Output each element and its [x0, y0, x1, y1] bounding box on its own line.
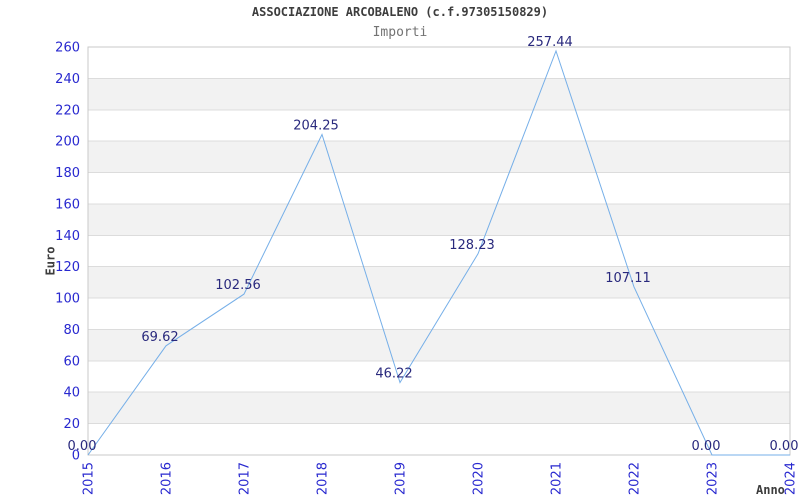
x-tick-label: 2022: [628, 462, 643, 495]
plot-band: [88, 141, 790, 173]
y-axis-title: Euro: [43, 246, 58, 276]
point-label: 102.56: [215, 278, 261, 293]
point-label: 107.11: [605, 271, 651, 286]
point-label: 128.23: [449, 238, 495, 253]
x-tick-label: 2017: [238, 462, 253, 495]
x-axis-title: Anno: [756, 483, 785, 497]
y-tick-label: 220: [55, 103, 80, 118]
plot-band: [88, 392, 790, 424]
point-label: 0.00: [770, 439, 799, 454]
point-label: 204.25: [293, 118, 339, 133]
y-tick-label: 240: [55, 72, 80, 87]
y-tick-label: 260: [55, 41, 80, 56]
point-label: 0.00: [692, 439, 721, 454]
point-label: 257.44: [527, 35, 573, 50]
x-tick-label: 2019: [394, 462, 409, 495]
x-tick-label: 2020: [472, 462, 487, 495]
y-tick-label: 160: [55, 197, 80, 212]
y-tick-label: 60: [63, 354, 80, 369]
y-tick-label: 100: [55, 292, 80, 307]
point-label: 69.62: [141, 330, 178, 345]
point-label: 46.22: [375, 366, 412, 381]
point-label: 0.00: [68, 439, 97, 454]
series-line: [87, 49, 790, 456]
chart-subtitle: Importi: [372, 25, 428, 40]
plot-band: [88, 78, 790, 110]
y-tick-label: 200: [55, 135, 80, 150]
y-tick-label: 80: [63, 323, 80, 338]
x-tick-label: 2015: [82, 462, 97, 495]
y-tick-label: 0: [72, 449, 80, 464]
x-tick-label: 2023: [706, 462, 721, 495]
y-tick-label: 20: [63, 417, 80, 432]
y-tick-label: 180: [55, 166, 80, 181]
x-tick-label: 2016: [160, 462, 175, 495]
plot-band: [88, 329, 790, 361]
plot-band: [88, 203, 790, 236]
y-tick-label: 120: [55, 260, 80, 275]
chart-title: ASSOCIAZIONE ARCOBALENO (c.f.97305150829…: [251, 5, 549, 19]
x-tick-label: 2018: [316, 462, 331, 495]
plot-border: [87, 46, 791, 456]
plot-band: [88, 266, 790, 299]
y-tick-label: 40: [63, 386, 80, 401]
x-tick-label: 2024: [784, 462, 799, 495]
y-tick-label: 140: [55, 229, 80, 244]
x-tick-label: 2021: [550, 462, 565, 495]
